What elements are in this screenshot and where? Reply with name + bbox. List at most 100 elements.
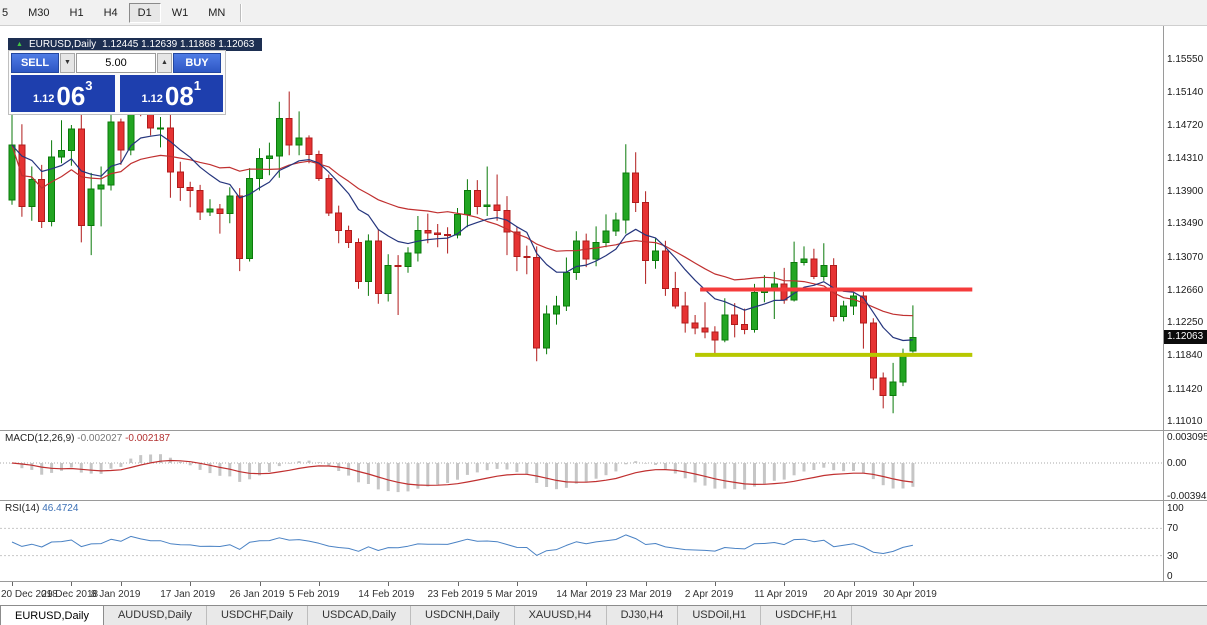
date-axis-tick [120, 582, 122, 586]
chart-window: 1.12063 1.15550 1.15140 1.14720 1.14310 1.13… [0, 26, 1207, 605]
price-axis: 1.12063 1.15550 1.15140 1.14720 1.14310 1.13… [1163, 26, 1207, 582]
ask-price-pip: 1 [193, 78, 202, 93]
rsi-value: 46.4724 [42, 503, 79, 514]
chart-tab-eurusd-daily[interactable]: EURUSD,Daily [0, 605, 104, 625]
bid-price-big: 06 [56, 81, 86, 111]
chart-tab-bar: EURUSD,Daily AUDUSD,Daily USDCHF,Daily USDC… [0, 605, 1207, 625]
chart-title-bar: ▲ EURUSD,Daily 1.12445 1.12639 1.11868 1… [8, 38, 263, 51]
price-axis-label: 1.12660 [1167, 284, 1204, 296]
macd-label: MACD(12,26,9) -0.002027 -0.002187 [5, 433, 170, 444]
price-axis-label: 1.11010 [1167, 416, 1203, 428]
lot-decrease-button[interactable]: ▼ [60, 53, 75, 73]
macd-indicator-panel [0, 430, 1163, 500]
date-axis-tick [784, 582, 786, 586]
date-axis-label: 17 Jan 2019 [160, 589, 216, 600]
rsi-axis-label: 70 [1167, 523, 1179, 535]
bid-price-display: 1.12 06 3 [11, 75, 115, 112]
price-axis-label: 1.14720 [1167, 120, 1204, 131]
macd-axis-label: 0.00 [1167, 458, 1187, 469]
date-axis-tick [190, 582, 192, 586]
timeframe-button-D1[interactable]: D1 [128, 2, 161, 23]
date-axis-tick [853, 582, 855, 586]
date-axis-label: 14 Mar 2019 [556, 589, 613, 600]
trade-controls-row: SELL ▼ ▲ BUY [11, 53, 223, 73]
price-axis-label: 1.13900 [1167, 185, 1204, 197]
rsi-label: RSI(14) 46.4724 [5, 503, 78, 514]
date-axis-label: 26 Jan 2019 [229, 589, 285, 600]
timeframe-button-M30[interactable]: M30 [28, 6, 50, 19]
timeframe-button-H4[interactable]: H4 [103, 6, 118, 19]
ask-price-big: 08 [164, 81, 194, 111]
date-axis-label: 2 Apr 2019 [684, 589, 734, 600]
price-axis-label: 1.13070 [1167, 251, 1204, 263]
rsi-axis-label: 30 [1167, 550, 1179, 562]
date-axis-label: 23 Feb 2019 [427, 589, 484, 600]
chart-tab-audusd-daily[interactable]: AUDUSD,Daily [104, 606, 207, 625]
date-axis-tick [388, 582, 390, 586]
one-click-trading-panel: SELL ▼ ▲ BUY 1.12 06 3 1.12 08 1 [8, 50, 226, 115]
buy-button[interactable]: BUY [173, 53, 221, 73]
date-axis-label: 30 Apr 2019 [882, 589, 937, 600]
date-axis-label: 11 Apr 2019 [754, 589, 808, 600]
macd-axis-label: -0.003945 [1167, 491, 1207, 503]
lot-increase-button[interactable]: ▲ [157, 53, 172, 73]
date-axis-label: 5 Feb 2019 [288, 589, 340, 600]
chart-symbol-label: EURUSD,Daily [28, 39, 97, 50]
macd-axis-label: 0.003095 [1167, 432, 1207, 443]
toolbar-separator [240, 3, 243, 22]
date-axis: 20 Dec 2018 29 Dec 2018 8 Jan 2019 17 Jan 2… [0, 581, 1207, 605]
rsi-panel-separator[interactable] [0, 500, 1207, 501]
chart-tab-usdchf-daily[interactable]: USDCHF,Daily [207, 606, 309, 625]
price-axis-label: 1.15140 [1167, 86, 1204, 98]
date-axis-tick [516, 582, 518, 586]
rsi-name: RSI(14) [5, 503, 40, 514]
date-axis-tick [912, 582, 914, 586]
date-axis-label: 5 Mar 2019 [486, 589, 538, 600]
trade-prices-row: 1.12 06 3 1.12 08 1 [11, 75, 223, 112]
date-axis-tick [71, 582, 73, 586]
date-axis-tick [714, 582, 716, 586]
date-axis-tick [457, 582, 459, 586]
lot-size-input[interactable] [76, 53, 156, 73]
price-axis-label: 1.14310 [1167, 152, 1204, 164]
date-axis-tick [12, 582, 13, 586]
timeframe-button-MN[interactable]: MN [208, 6, 226, 19]
chart-tab-usdoil-h1[interactable]: USDOil,H1 [678, 606, 762, 625]
macd-panel-separator[interactable] [0, 430, 1207, 431]
macd-signal-value: -0.002187 [125, 433, 171, 444]
date-axis-label: 29 Dec 2018 [41, 589, 99, 600]
timeframe-button-5[interactable]: 5 [2, 6, 9, 19]
chart-ohlc-values: 1.12445 1.12639 1.11868 1.12063 [102, 39, 255, 50]
price-axis-label: 1.15550 [1167, 53, 1204, 65]
date-axis-label: 8 Jan 2019 [90, 589, 141, 600]
current-price-badge: 1.12063 [1164, 330, 1207, 345]
rsi-indicator-panel [0, 500, 1163, 581]
ask-price-display: 1.12 08 1 [119, 75, 223, 112]
bid-price-prefix: 1.12 [32, 93, 55, 105]
date-axis-tick [318, 582, 320, 586]
date-axis-label: 14 Feb 2019 [358, 589, 415, 600]
ask-price-prefix: 1.12 [141, 93, 163, 105]
chart-tab-usdcnh-daily[interactable]: USDCNH,Daily [411, 606, 515, 625]
date-axis-tick [586, 582, 588, 586]
timeframe-button-H1[interactable]: H1 [69, 6, 84, 19]
macd-main-value: -0.002027 [77, 433, 123, 444]
timeframe-button-W1[interactable]: W1 [171, 6, 189, 19]
date-axis-tick [645, 582, 647, 586]
chart-tab-usdchf-h1[interactable]: USDCHF,H1 [761, 606, 852, 625]
chart-tab-xauusd-h4[interactable]: XAUUSD,H4 [515, 606, 607, 625]
rsi-axis-label: 0 [1167, 571, 1173, 582]
date-axis-label: 20 Apr 2019 [823, 589, 878, 600]
chart-tab-usdcad-daily[interactable]: USDCAD,Daily [308, 606, 412, 625]
price-axis-label: 1.12250 [1167, 317, 1204, 329]
sell-button[interactable]: SELL [11, 53, 59, 73]
price-axis-label: 1.11420 [1167, 383, 1203, 395]
chart-tab-dj30-h4[interactable]: DJ30,H4 [607, 606, 679, 625]
macd-name: MACD(12,26,9) [5, 433, 75, 444]
date-axis-label: 23 Mar 2019 [615, 589, 672, 600]
bid-price-pip: 3 [85, 78, 93, 93]
date-axis-label: 20 Dec 2018 [1, 589, 58, 600]
timeframe-toolbar: 5 M30 H1 H4 D1 W1 MN [0, 0, 1207, 26]
rsi-axis-label: 100 [1167, 503, 1184, 514]
